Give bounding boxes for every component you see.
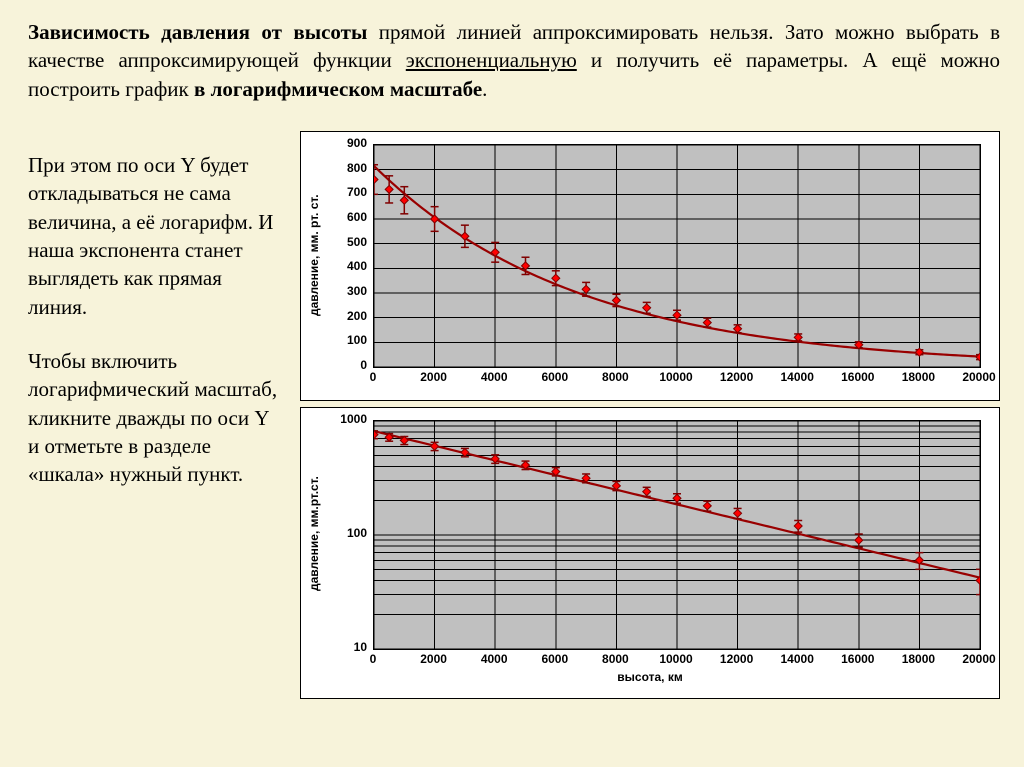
y-axis-label: давление, мм. рт. ст. bbox=[307, 144, 321, 366]
data-marker bbox=[794, 522, 802, 530]
y-axis-label: давление, мм.рт.ст. bbox=[307, 420, 321, 648]
lower-row: При этом по оси Y будет откладываться не… bbox=[28, 131, 1000, 699]
x-tick-label: 14000 bbox=[781, 370, 814, 384]
plot-area bbox=[373, 420, 981, 650]
x-tick-label: 10000 bbox=[659, 652, 692, 666]
chart-log: давление, мм.рт.ст. 0 2000 4000 6000 8000 1000… bbox=[300, 407, 1000, 699]
x-tick-label: 8000 bbox=[602, 370, 629, 384]
x-tick-label: 2000 bbox=[420, 370, 447, 384]
y-tick-label: 800 bbox=[331, 161, 367, 175]
heading-text: Зависимость давления от высоты прямой ли… bbox=[28, 18, 1000, 103]
x-tick-label: 4000 bbox=[481, 652, 508, 666]
data-marker bbox=[703, 502, 711, 510]
data-marker bbox=[582, 285, 590, 293]
y-tick-label: 400 bbox=[331, 259, 367, 273]
y-tick-label: 10 bbox=[331, 640, 367, 654]
side-paragraph-1: При этом по оси Y будет откладываться не… bbox=[28, 151, 282, 321]
x-tick-label: 16000 bbox=[841, 652, 874, 666]
x-tick-label: 16000 bbox=[841, 370, 874, 384]
x-tick-label: 0 bbox=[370, 370, 377, 384]
heading-period: . bbox=[482, 77, 487, 101]
x-tick-label: 6000 bbox=[541, 370, 568, 384]
x-tick-label: 6000 bbox=[541, 652, 568, 666]
plot-svg bbox=[374, 421, 980, 649]
x-tick-label: 20000 bbox=[962, 652, 995, 666]
x-tick-label: 14000 bbox=[781, 652, 814, 666]
slide-page: Зависимость давления от высоты прямой ли… bbox=[0, 0, 1024, 767]
heading-bold-lead: Зависимость давления от высоты bbox=[28, 20, 367, 44]
x-tick-label: 10000 bbox=[659, 370, 692, 384]
data-marker bbox=[400, 196, 408, 204]
y-tick-label: 0 bbox=[331, 358, 367, 372]
side-paragraph-2: Чтобы включить логарифмический масштаб, … bbox=[28, 347, 282, 489]
data-marker bbox=[385, 185, 393, 193]
side-text: При этом по оси Y будет откладываться не… bbox=[28, 131, 282, 699]
y-tick-label: 100 bbox=[331, 333, 367, 347]
y-tick-label: 300 bbox=[331, 284, 367, 298]
y-tick-label: 900 bbox=[331, 136, 367, 150]
x-tick-label: 2000 bbox=[420, 652, 447, 666]
data-marker bbox=[855, 536, 863, 544]
x-tick-label: 8000 bbox=[602, 652, 629, 666]
x-tick-label: 12000 bbox=[720, 652, 753, 666]
x-tick-label: 4000 bbox=[481, 370, 508, 384]
y-tick-label: 600 bbox=[331, 210, 367, 224]
x-tick-label: 18000 bbox=[902, 370, 935, 384]
data-marker bbox=[643, 488, 651, 496]
data-marker bbox=[643, 304, 651, 312]
x-tick-label: 20000 bbox=[962, 370, 995, 384]
heading-bold-tail: в логарифмическом масштабе bbox=[194, 77, 482, 101]
y-tick-label: 500 bbox=[331, 235, 367, 249]
x-tick-label: 18000 bbox=[902, 652, 935, 666]
plot-area bbox=[373, 144, 981, 368]
x-tick-label: 0 bbox=[370, 652, 377, 666]
y-tick-label: 700 bbox=[331, 185, 367, 199]
chart-linear: давление, мм. рт. ст.0200040006000800010… bbox=[300, 131, 1000, 401]
data-marker bbox=[374, 176, 378, 184]
y-tick-label: 200 bbox=[331, 309, 367, 323]
data-marker bbox=[552, 274, 560, 282]
data-marker bbox=[431, 442, 439, 450]
y-tick-label: 100 bbox=[331, 526, 367, 540]
charts-column: давление, мм. рт. ст.0200040006000800010… bbox=[300, 131, 1000, 699]
data-marker bbox=[734, 509, 742, 517]
heading-underline: экспоненциальную bbox=[406, 48, 577, 72]
plot-svg bbox=[374, 145, 980, 367]
data-marker bbox=[703, 319, 711, 327]
y-tick-label: 1000 bbox=[331, 412, 367, 426]
x-tick-label: 12000 bbox=[720, 370, 753, 384]
x-axis-label: высота, км bbox=[301, 670, 999, 684]
data-marker bbox=[612, 296, 620, 304]
